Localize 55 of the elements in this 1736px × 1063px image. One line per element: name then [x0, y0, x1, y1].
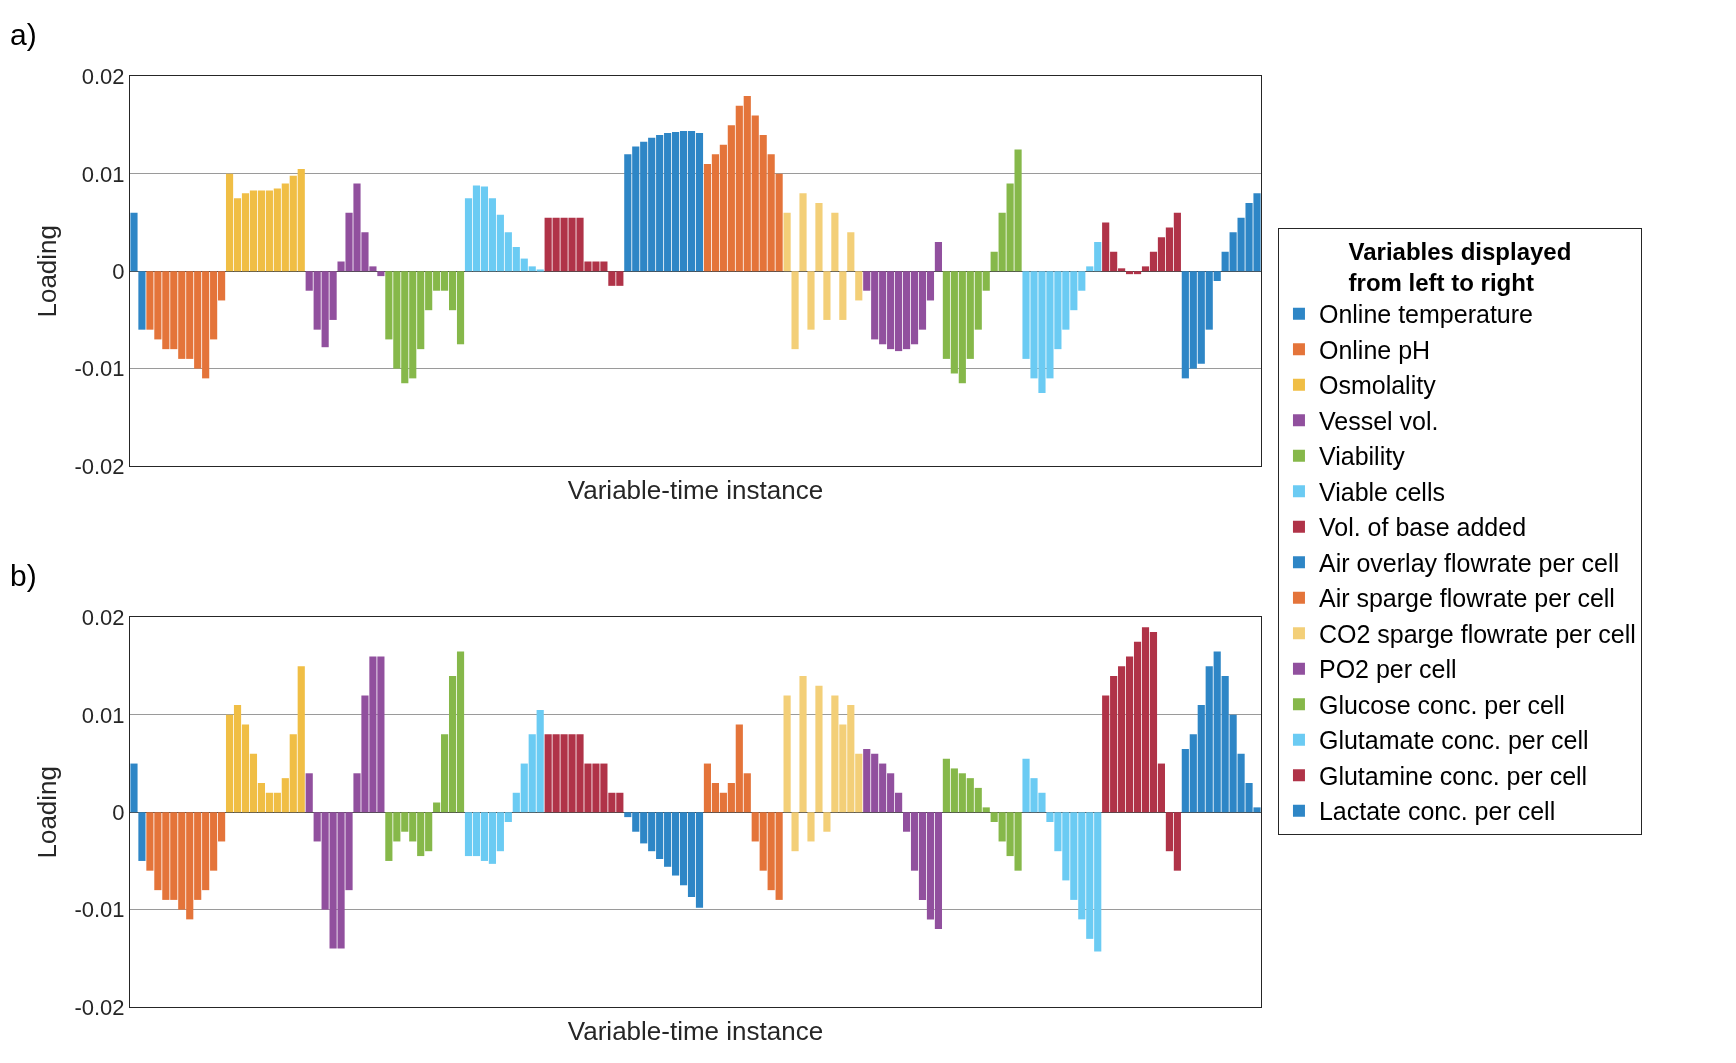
- bar: [783, 695, 791, 813]
- x-axis-title: Variable-time instance: [567, 1015, 824, 1046]
- bar: [377, 271, 385, 277]
- y-tick-label: -0.01: [74, 356, 125, 382]
- chart-title: a): [10, 18, 37, 51]
- legend-label: Air sparge flowrate per cell: [1318, 584, 1615, 613]
- bar: [823, 812, 831, 832]
- y-tick-label: -0.02: [74, 994, 125, 1020]
- legend-label: Viability: [1318, 442, 1406, 471]
- bar: [847, 232, 855, 272]
- bar: [783, 212, 791, 272]
- y-tick-label: 0: [112, 799, 125, 825]
- bar: [138, 271, 146, 330]
- y-axis-title: Loading: [31, 765, 62, 859]
- bar: [815, 685, 823, 813]
- legend-label: Glutamate conc. per cell: [1318, 726, 1589, 755]
- bar: [831, 212, 839, 272]
- bar: [799, 675, 807, 813]
- bar: [305, 773, 313, 813]
- bar: [815, 203, 823, 272]
- y-tick-label: 0: [112, 258, 125, 284]
- bar: [855, 271, 863, 301]
- bar: [807, 271, 815, 330]
- bar: [791, 271, 799, 350]
- y-axis-title: Loading: [31, 224, 62, 318]
- bar: [823, 271, 831, 320]
- y-tick-label: -0.01: [74, 897, 125, 923]
- legend-title: Variables displayed from left to right: [1348, 237, 1572, 296]
- legend-label: Viable cells: [1318, 477, 1445, 506]
- legend-label: PO2 per cell: [1318, 655, 1457, 684]
- legend-label: Vessel vol.: [1318, 406, 1439, 435]
- legend-label: Glutamine conc. per cell: [1318, 761, 1588, 790]
- legend-label: Vol. of base added: [1318, 513, 1527, 542]
- y-tick-label: 0.01: [81, 702, 125, 728]
- bar: [934, 242, 943, 272]
- y-tick-label: 0.02: [81, 605, 125, 631]
- bar: [791, 812, 799, 852]
- x-axis-title: Variable-time instance: [567, 474, 824, 505]
- legend-label: Online temperature: [1318, 300, 1533, 329]
- chart-title: b): [10, 559, 37, 592]
- legend-label: CO2 sparge flowrate per cell: [1318, 619, 1636, 648]
- y-tick-label: -0.02: [74, 453, 125, 479]
- bar: [799, 193, 807, 272]
- bar: [138, 812, 146, 861]
- y-tick-label: 0.02: [81, 64, 125, 90]
- y-tick-label: 0.01: [81, 161, 125, 187]
- bar: [130, 763, 138, 813]
- legend-label: Air overlay flowrate per cell: [1318, 548, 1620, 577]
- bar: [839, 271, 847, 320]
- legend-label: Osmolality: [1318, 371, 1437, 400]
- legend-label: Glucose conc. per cell: [1318, 690, 1565, 719]
- bar: [807, 812, 815, 842]
- legend-label: Lactate conc. per cell: [1318, 797, 1556, 826]
- legend-label: Online pH: [1318, 335, 1431, 364]
- bar: [130, 212, 138, 272]
